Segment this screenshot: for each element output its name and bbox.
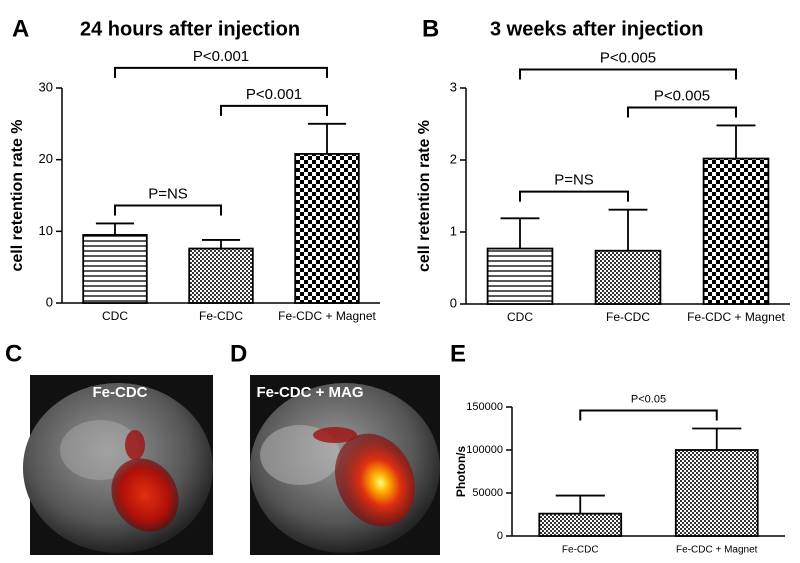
x-tick-label: Fe-CDC + Magnet bbox=[687, 310, 785, 324]
significance-label: P<0.005 bbox=[600, 49, 656, 66]
y-tick-label: 100000 bbox=[466, 444, 503, 456]
bar bbox=[294, 153, 360, 304]
x-tick-label: Fe-CDC bbox=[606, 310, 650, 324]
y-axis-label: cell retention rate % bbox=[416, 120, 433, 272]
image-d bbox=[250, 375, 440, 555]
significance-bracket bbox=[519, 68, 737, 80]
significance-label: P=NS bbox=[148, 185, 188, 202]
significance-bracket bbox=[579, 409, 718, 421]
panel-letter: D bbox=[230, 340, 247, 367]
y-axis-label: cell retention rate % bbox=[9, 119, 26, 271]
y-tick-label: 0 bbox=[497, 530, 503, 542]
y-axis-label: Photon/s bbox=[454, 446, 468, 498]
image-label: Fe-CDC bbox=[93, 384, 148, 401]
panel-letter: B bbox=[422, 15, 439, 42]
y-tick-label: 2 bbox=[450, 151, 457, 166]
x-tick-label: CDC bbox=[102, 309, 128, 323]
y-tick-label: 30 bbox=[39, 79, 53, 94]
bar bbox=[674, 449, 759, 537]
chart-title: 3 weeks after injection bbox=[490, 18, 703, 40]
significance-label: P<0.001 bbox=[193, 48, 249, 65]
x-tick-label: Fe-CDC + Magnet bbox=[676, 545, 758, 556]
y-tick-label: 0 bbox=[450, 295, 457, 310]
bar bbox=[538, 512, 623, 537]
y-tick-label: 150000 bbox=[466, 401, 503, 413]
image-label: Fe-CDC + MAG bbox=[256, 384, 363, 401]
x-tick-label: Fe-CDC bbox=[562, 545, 599, 556]
x-tick-label: Fe-CDC bbox=[199, 309, 243, 323]
significance-bracket bbox=[519, 190, 629, 202]
panel-letter: E bbox=[450, 340, 466, 367]
panel-letter: A bbox=[12, 15, 29, 42]
significance-bracket bbox=[627, 106, 737, 118]
significance-bracket bbox=[114, 66, 328, 78]
bar bbox=[82, 234, 148, 304]
y-tick-label: 1 bbox=[450, 223, 457, 238]
y-tick-label: 3 bbox=[450, 79, 457, 94]
y-tick-label: 0 bbox=[46, 294, 53, 309]
panel-letter: C bbox=[5, 340, 22, 367]
y-tick-label: 50000 bbox=[472, 487, 503, 499]
significance-bracket bbox=[220, 104, 328, 116]
significance-label: P<0.005 bbox=[654, 87, 710, 104]
bar bbox=[188, 247, 254, 304]
y-tick-label: 20 bbox=[39, 151, 53, 166]
chart-title: 24 hours after injection bbox=[80, 18, 300, 40]
image-c bbox=[23, 375, 213, 555]
bar bbox=[486, 247, 554, 305]
significance-bracket bbox=[114, 204, 222, 216]
bar bbox=[594, 249, 662, 305]
x-tick-label: CDC bbox=[507, 310, 533, 324]
bar bbox=[702, 157, 770, 305]
significance-label: P<0.05 bbox=[631, 393, 666, 405]
x-tick-label: Fe-CDC + Magnet bbox=[278, 309, 376, 323]
significance-label: P=NS bbox=[554, 172, 594, 189]
significance-label: P<0.001 bbox=[246, 86, 302, 103]
y-tick-label: 10 bbox=[39, 223, 53, 238]
